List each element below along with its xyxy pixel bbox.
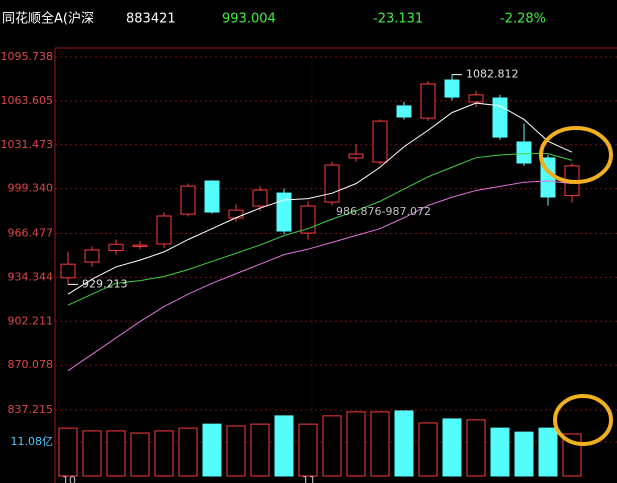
candle-body bbox=[324, 164, 340, 203]
volume-bar bbox=[322, 415, 342, 477]
candle-body bbox=[468, 94, 484, 103]
volume-bar bbox=[154, 430, 174, 477]
volume-bar bbox=[538, 427, 558, 477]
plot: 1095.738 1063.605 1031.473 999.340 966.477 93… bbox=[1, 50, 617, 483]
volume-bar bbox=[250, 423, 270, 477]
volume-bar bbox=[418, 422, 438, 477]
candle-body bbox=[396, 105, 412, 118]
volume-bar bbox=[442, 418, 462, 477]
highlight-circle bbox=[553, 394, 613, 446]
index-percent: -2.28% bbox=[500, 12, 546, 27]
y-tick-label: 837.215 bbox=[8, 403, 54, 416]
candle-body bbox=[372, 120, 388, 163]
candle-body bbox=[84, 249, 100, 263]
volume-bar bbox=[274, 415, 294, 477]
index-change: -23.131 bbox=[373, 12, 423, 27]
candle-body bbox=[228, 209, 244, 219]
volume-bar bbox=[82, 430, 102, 477]
moving-average bbox=[67, 102, 573, 295]
candle-body bbox=[252, 189, 268, 207]
volume-bar bbox=[298, 423, 318, 477]
candle-body bbox=[516, 141, 532, 164]
candle-body bbox=[492, 97, 508, 138]
index-name: 同花顺全A(沪深 bbox=[2, 11, 94, 27]
candle-body bbox=[300, 205, 316, 234]
y-tick-label: 1063.605 bbox=[1, 94, 54, 107]
volume-bar bbox=[202, 423, 222, 477]
volume-bar bbox=[514, 431, 534, 477]
candle-body bbox=[420, 83, 436, 119]
volume-bar bbox=[490, 427, 510, 477]
candle-body bbox=[276, 192, 292, 232]
volume-bar bbox=[226, 425, 246, 477]
volume-bar bbox=[370, 411, 390, 477]
candle-body bbox=[204, 180, 220, 213]
volume-tick-label: 11.08亿 bbox=[11, 435, 54, 448]
y-tick-label: 966.477 bbox=[8, 226, 54, 239]
volume-bar bbox=[466, 419, 486, 477]
highlight-circle bbox=[539, 126, 613, 184]
annotation-range: 986.876-987.072 bbox=[336, 205, 431, 218]
y-tick-label: 934.344 bbox=[8, 270, 54, 283]
y-tick-label: 902.211 bbox=[8, 314, 54, 327]
y-tick-label: 870.078 bbox=[8, 358, 54, 371]
x-tick-label: 10 bbox=[62, 474, 76, 483]
volume-bar bbox=[178, 427, 198, 477]
annotation-high: 1082.812 bbox=[466, 68, 519, 81]
candle-body bbox=[60, 263, 76, 279]
volume-bar bbox=[394, 410, 414, 477]
index-price: 993.004 bbox=[222, 12, 276, 27]
volume-bar bbox=[58, 427, 78, 477]
y-tick-label: 1095.738 bbox=[1, 50, 54, 63]
candle-body bbox=[132, 244, 148, 247]
candle-body bbox=[180, 185, 196, 215]
candle-body bbox=[444, 79, 460, 98]
x-tick-label: 11 bbox=[302, 474, 316, 483]
annotation-low: 929.213 bbox=[82, 277, 128, 290]
candle-body bbox=[156, 215, 172, 245]
volume-bar bbox=[346, 411, 366, 477]
candle-body bbox=[108, 243, 124, 252]
volume-bar bbox=[130, 432, 150, 477]
y-tick-label: 1031.473 bbox=[1, 138, 54, 151]
index-code: 883421 bbox=[126, 12, 176, 27]
moving-average bbox=[67, 180, 573, 372]
y-tick-label: 999.340 bbox=[8, 182, 54, 195]
candle-body bbox=[348, 153, 364, 159]
volume-bar bbox=[106, 430, 126, 477]
moving-average bbox=[67, 153, 573, 306]
